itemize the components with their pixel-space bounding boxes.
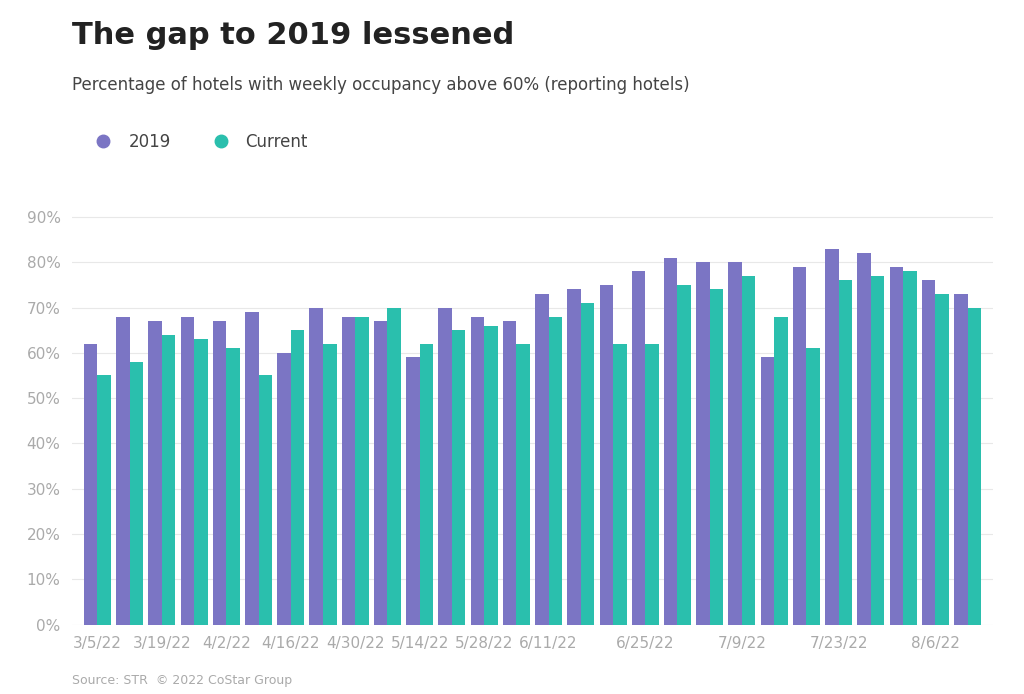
Bar: [323, 344, 337, 625]
Bar: [935, 294, 949, 625]
Bar: [581, 303, 594, 625]
Bar: [471, 316, 484, 625]
Bar: [774, 316, 787, 625]
Bar: [839, 280, 852, 625]
Bar: [870, 276, 885, 625]
Text: Source: STR  © 2022 CoStar Group: Source: STR © 2022 CoStar Group: [72, 674, 292, 687]
Bar: [903, 271, 916, 625]
Bar: [309, 307, 323, 625]
Bar: [599, 285, 613, 625]
Bar: [84, 344, 97, 625]
Bar: [355, 316, 369, 625]
Bar: [742, 276, 756, 625]
Bar: [278, 353, 291, 625]
Bar: [567, 289, 581, 625]
Bar: [922, 280, 935, 625]
Bar: [226, 348, 240, 625]
Bar: [728, 262, 742, 625]
Bar: [291, 330, 304, 625]
Bar: [954, 294, 968, 625]
Bar: [259, 375, 272, 625]
Bar: [536, 294, 549, 625]
Bar: [374, 321, 387, 625]
Bar: [825, 248, 839, 625]
Bar: [645, 344, 658, 625]
Bar: [162, 335, 175, 625]
Bar: [632, 271, 645, 625]
Bar: [696, 262, 710, 625]
Bar: [890, 266, 903, 625]
Bar: [130, 362, 143, 625]
Text: The gap to 2019 lessened: The gap to 2019 lessened: [72, 21, 514, 50]
Bar: [407, 357, 420, 625]
Bar: [387, 307, 401, 625]
Bar: [761, 357, 774, 625]
Bar: [793, 266, 806, 625]
Bar: [806, 348, 820, 625]
Bar: [420, 344, 433, 625]
Bar: [438, 307, 452, 625]
Bar: [148, 321, 162, 625]
Bar: [857, 253, 870, 625]
Bar: [484, 325, 498, 625]
Bar: [678, 285, 691, 625]
Bar: [213, 321, 226, 625]
Bar: [97, 375, 111, 625]
Bar: [245, 312, 259, 625]
Bar: [516, 344, 529, 625]
Bar: [613, 344, 627, 625]
Bar: [503, 321, 516, 625]
Legend: 2019, Current: 2019, Current: [80, 126, 314, 158]
Bar: [664, 257, 678, 625]
Bar: [549, 316, 562, 625]
Bar: [342, 316, 355, 625]
Text: Percentage of hotels with weekly occupancy above 60% (reporting hotels): Percentage of hotels with weekly occupan…: [72, 76, 689, 94]
Bar: [195, 339, 208, 625]
Bar: [968, 307, 981, 625]
Bar: [116, 316, 130, 625]
Bar: [710, 289, 723, 625]
Bar: [180, 316, 195, 625]
Bar: [452, 330, 466, 625]
